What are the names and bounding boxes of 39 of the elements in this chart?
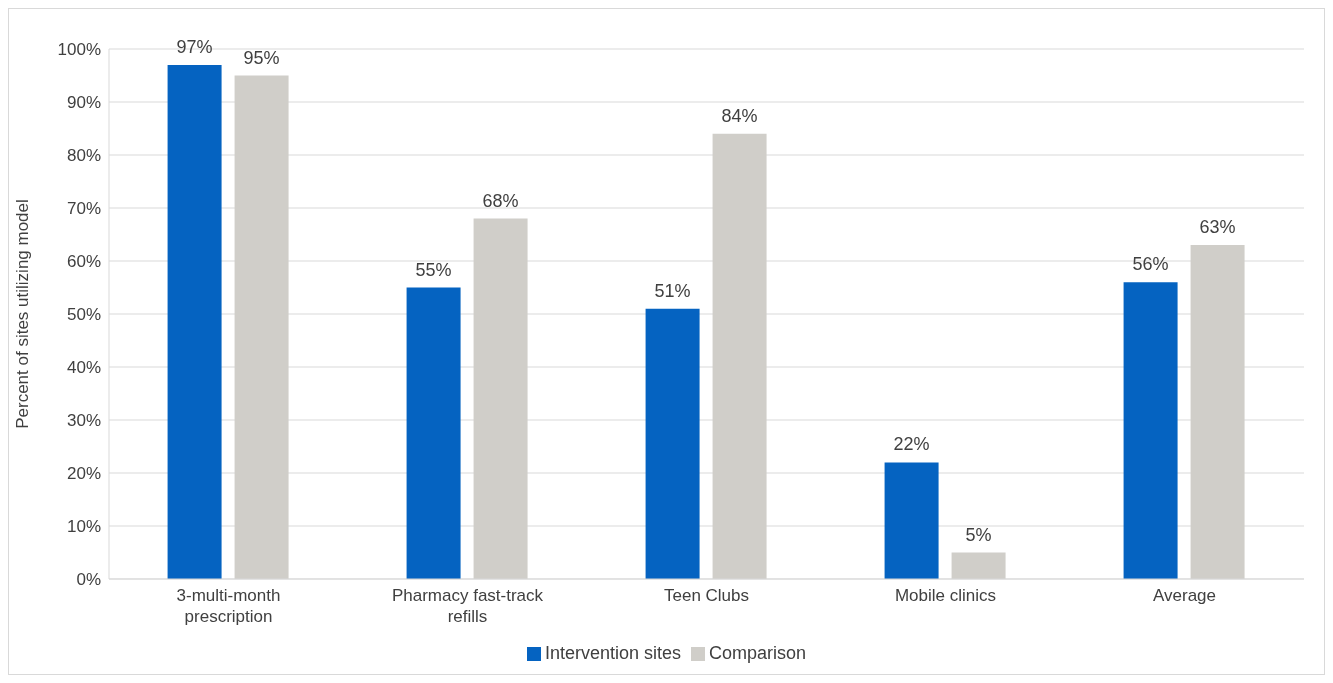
data-label: 55% (415, 259, 452, 280)
data-label: 68% (482, 190, 519, 211)
y-tick-label: 40% (66, 358, 101, 378)
legend-label: Intervention sites (544, 643, 682, 663)
bar (406, 287, 461, 579)
x-tick-label: Pharmacy fast-track refills (391, 586, 544, 626)
bar (234, 75, 289, 579)
y-tick-label: 90% (66, 93, 101, 113)
x-tick-label: Average (1152, 586, 1217, 605)
x-tick-label: 3-multi-month prescription (176, 586, 281, 626)
y-axis-title: Percent of sites utilizing model (13, 199, 33, 429)
bar (1190, 245, 1245, 579)
x-tick-label: Mobile clinics (894, 586, 997, 605)
data-label: 56% (1132, 254, 1169, 275)
bar (884, 462, 939, 579)
bar (167, 64, 222, 579)
y-tick-label: 50% (66, 305, 101, 325)
data-label: 5% (965, 524, 992, 545)
data-label: 51% (654, 280, 691, 301)
data-label: 22% (893, 434, 930, 455)
y-tick-label: 10% (66, 517, 101, 537)
bar (951, 552, 1006, 579)
y-tick-label: 60% (66, 252, 101, 272)
x-tick-label: Teen Clubs (663, 586, 750, 605)
data-label: 84% (721, 105, 758, 126)
y-tick-label: 30% (66, 411, 101, 431)
y-tick-label: 100% (57, 40, 101, 60)
data-label: 97% (176, 36, 213, 57)
bar (712, 133, 767, 579)
data-label: 63% (1199, 217, 1236, 238)
bar (1123, 282, 1178, 579)
y-tick-label: 80% (66, 146, 101, 166)
data-label: 95% (243, 47, 280, 68)
bar (645, 308, 700, 579)
y-tick-label: 0% (76, 570, 101, 590)
bar (473, 218, 528, 579)
legend-label: Comparison (709, 643, 807, 663)
y-tick-label: 70% (66, 199, 101, 219)
y-tick-label: 20% (66, 464, 101, 484)
